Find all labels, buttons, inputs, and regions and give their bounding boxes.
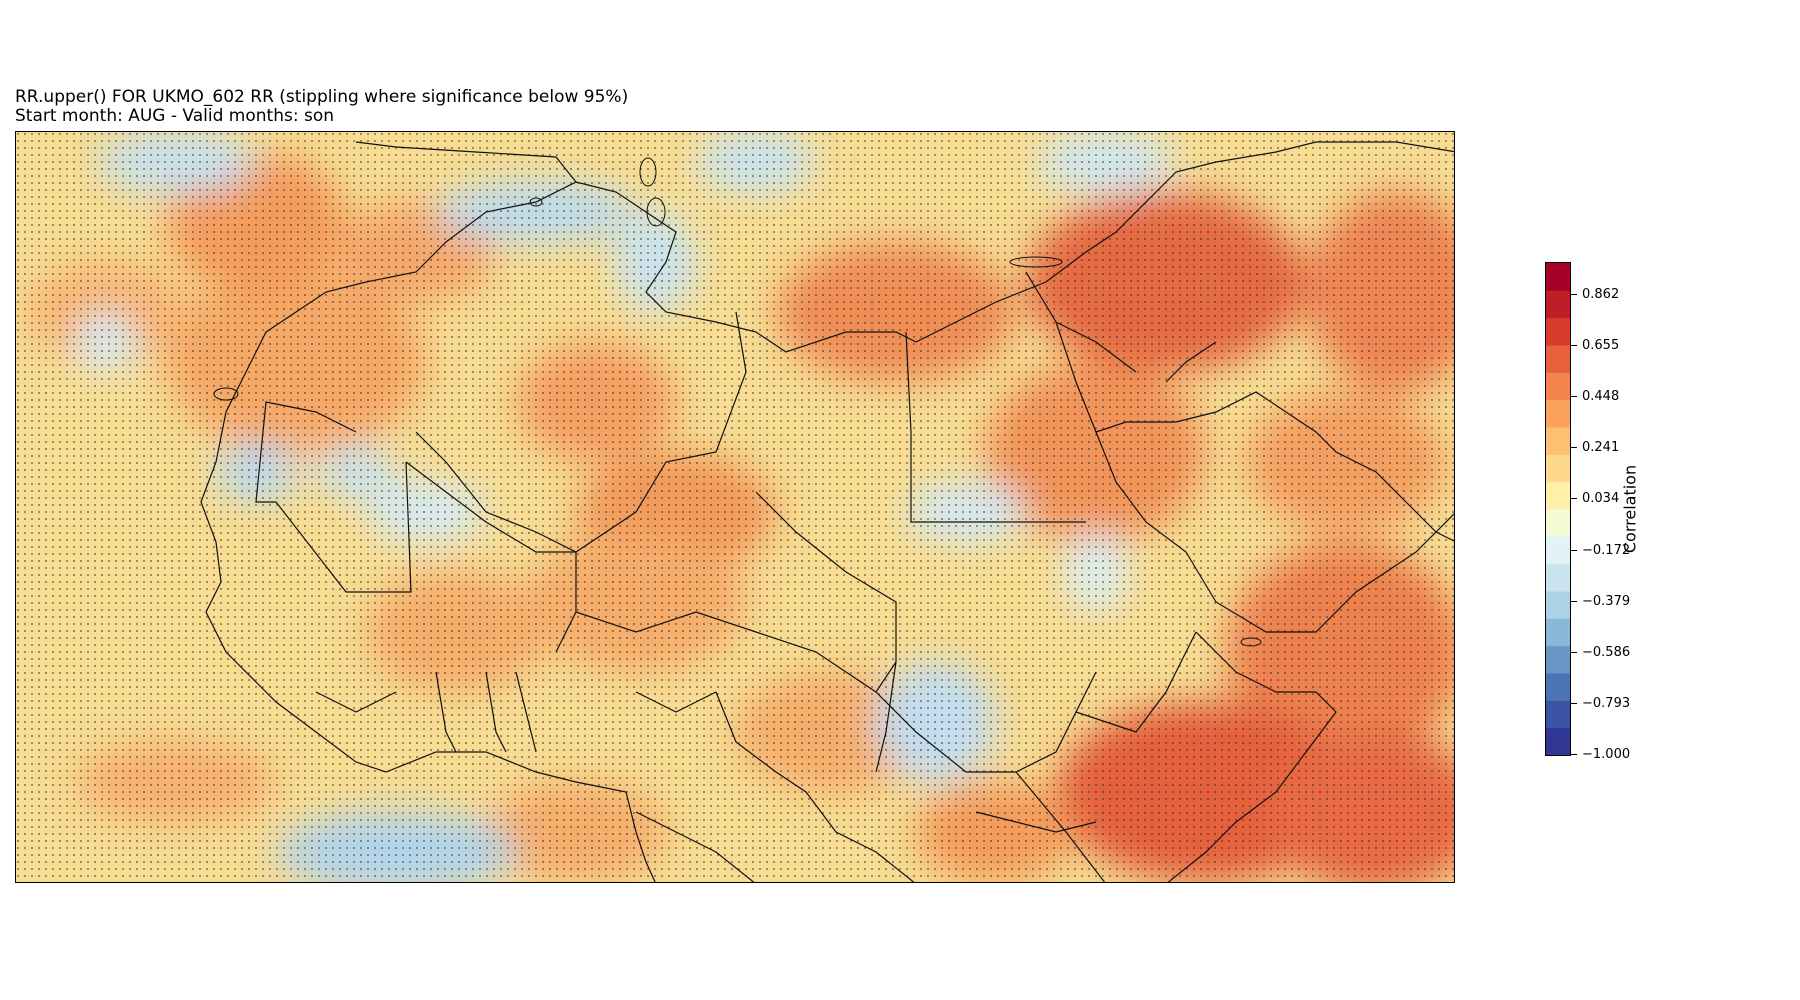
colorbar-band	[1546, 317, 1570, 346]
colorbar-band	[1546, 727, 1570, 755]
colorbar-band	[1546, 399, 1570, 428]
colorbar-tick: 0.655	[1571, 339, 1619, 353]
colorbar-band	[1546, 263, 1570, 291]
colorbar-band	[1546, 563, 1570, 592]
colorbar-tick-label: 0.448	[1582, 389, 1620, 405]
colorbar-tick: 0.034	[1571, 492, 1619, 506]
colorbar-band	[1546, 345, 1570, 373]
correlation-map	[15, 131, 1455, 883]
colorbar-band	[1546, 454, 1570, 483]
colorbar-tick-label: 0.862	[1582, 287, 1620, 302]
colorbar-label: Correlation	[1620, 464, 1640, 554]
colorbar-band	[1546, 673, 1570, 701]
colorbar	[1545, 262, 1571, 756]
colorbar-tick-label: 0.034	[1582, 491, 1620, 507]
colorbar-tick: 0.448	[1571, 390, 1619, 404]
colorbar-tick: −0.793	[1571, 695, 1631, 711]
colorbar-band	[1546, 645, 1570, 674]
colorbar-band	[1546, 618, 1570, 647]
islands	[213, 157, 1262, 647]
colorbar-tick: 0.862	[1571, 288, 1619, 302]
colorbar-band	[1546, 536, 1570, 565]
colorbar-tick-label: −0.379	[1582, 593, 1631, 609]
map-title: RR.upper() FOR UKMO_602 RR (stippling wh…	[15, 88, 628, 126]
colorbar-band	[1546, 427, 1570, 455]
colorbar-band	[1546, 372, 1570, 401]
colorbar-band	[1546, 591, 1570, 619]
colorbar-band	[1546, 700, 1570, 729]
colorbar-band	[1546, 481, 1570, 510]
colorbar-tick: −1.000	[1571, 748, 1630, 762]
map-canvas	[16, 132, 1454, 882]
colorbar-band	[1546, 509, 1570, 537]
colorbar-tick: −0.586	[1571, 644, 1631, 660]
coastlines-and-borders	[200, 141, 1454, 882]
colorbar-tick-label: 0.241	[1582, 440, 1620, 456]
colorbar-tick-label: −0.793	[1582, 695, 1631, 711]
significance-stippling	[16, 132, 1454, 882]
colorbar-band	[1546, 290, 1570, 319]
colorbar-tick-label: −0.586	[1582, 644, 1631, 660]
colorbar-tick-label: 0.655	[1582, 338, 1620, 354]
map-title-line-2: Start month: AUG - Valid months: son	[15, 106, 334, 126]
colorbar-gradient	[1546, 263, 1570, 755]
colorbar-tick: −0.379	[1571, 593, 1631, 609]
colorbar-tick-label: −1.000	[1582, 747, 1631, 762]
map-title-line-1: RR.upper() FOR UKMO_602 RR (stippling wh…	[15, 87, 629, 107]
colorbar-tick: 0.241	[1571, 441, 1619, 455]
colorbar-tick-label: −0.172	[1582, 542, 1631, 558]
colorbar-tick: −0.172	[1571, 542, 1631, 558]
